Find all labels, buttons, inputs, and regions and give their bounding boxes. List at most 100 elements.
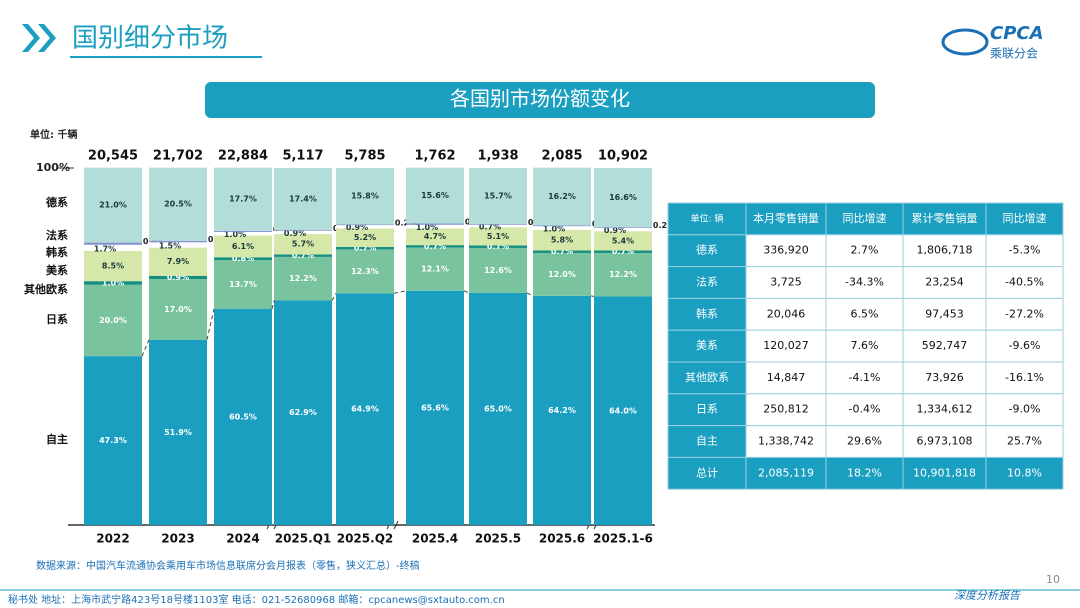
bar-segment bbox=[149, 167, 207, 241]
bar-segment bbox=[533, 225, 591, 227]
total-label: 20,545 bbox=[88, 149, 138, 164]
segment-label: 15.8% bbox=[351, 192, 379, 201]
table-cell bbox=[825, 361, 904, 395]
bar-segment bbox=[274, 168, 332, 231]
bar-segment bbox=[274, 256, 332, 301]
table-text: 10,901,818 bbox=[913, 466, 976, 479]
segment-label: 7.9% bbox=[167, 257, 189, 266]
table-text: 1,338,742 bbox=[758, 435, 814, 448]
table-header: 累计零售销量 bbox=[912, 211, 978, 225]
bar-segment bbox=[214, 309, 272, 525]
segment-label: 51.9% bbox=[164, 428, 192, 437]
table-cell bbox=[745, 266, 827, 299]
table-header: 同比增速 bbox=[843, 211, 887, 225]
table-cell bbox=[825, 425, 904, 458]
legend-entry: 美系 bbox=[46, 263, 68, 277]
footer-address: 秘书处 地址：上海市武宁路423号18号楼1103室 电话：021-526809… bbox=[8, 593, 505, 606]
connector bbox=[526, 292, 534, 297]
x-tick-label: 2024 bbox=[226, 532, 259, 546]
segment-label: 12.6% bbox=[484, 266, 512, 275]
segment-label: 17.7% bbox=[229, 195, 257, 204]
table-cell bbox=[745, 393, 827, 427]
table-text: -27.2% bbox=[1005, 307, 1044, 320]
table-header: 本月零售销量 bbox=[753, 211, 819, 225]
bar-segment bbox=[533, 295, 591, 525]
connector bbox=[590, 295, 595, 298]
table-text: 336,920 bbox=[763, 244, 809, 257]
x-tick-label: 2025.5 bbox=[475, 532, 521, 546]
segment-label: 5.1% bbox=[487, 232, 509, 241]
table-header: 单位: 辆 bbox=[691, 212, 724, 224]
total-label: 2,085 bbox=[541, 149, 582, 164]
x-tick-label: 2022 bbox=[96, 532, 129, 546]
bar-segment bbox=[274, 300, 332, 525]
bar-segment bbox=[336, 168, 394, 225]
segment-label: 6.1% bbox=[232, 242, 254, 251]
segment-label: 0.7% bbox=[612, 247, 634, 256]
segment-label: 12.0% bbox=[548, 270, 576, 279]
table-text: 6,973,108 bbox=[917, 435, 973, 448]
bar-segment bbox=[594, 227, 652, 228]
segment-label: 1.5% bbox=[159, 241, 181, 250]
connector bbox=[393, 290, 407, 294]
total-label: 10,902 bbox=[598, 149, 648, 164]
table-cell bbox=[985, 456, 1064, 490]
table-cell bbox=[985, 361, 1064, 395]
table-text: 29.6% bbox=[847, 435, 882, 448]
segment-label: 64.9% bbox=[351, 405, 379, 414]
bar-segment bbox=[149, 275, 207, 280]
bar-segment bbox=[533, 226, 591, 230]
table-text: 总计 bbox=[696, 465, 718, 479]
table-text: 其他欧系 bbox=[685, 371, 729, 384]
legend-entry: 自主 bbox=[46, 432, 68, 446]
bar-segment bbox=[274, 234, 332, 255]
bar-segment bbox=[336, 246, 394, 250]
bar-segment bbox=[533, 167, 591, 226]
bar-segment bbox=[469, 168, 527, 225]
bar-segment bbox=[594, 227, 652, 232]
table-header: 同比增速 bbox=[1003, 211, 1047, 225]
x-tick-label: 2025.Q2 bbox=[337, 532, 394, 546]
segment-label: 5.8% bbox=[551, 236, 573, 245]
x-tick-label: 2025.Q1 bbox=[275, 532, 332, 546]
segment-label: 17.4% bbox=[289, 195, 317, 204]
table-text: 10.8% bbox=[1007, 466, 1042, 479]
table-text: 250,812 bbox=[763, 403, 809, 416]
table-text: 120,027 bbox=[763, 339, 809, 352]
table-text: 18.2% bbox=[847, 466, 882, 479]
table-cell bbox=[745, 456, 827, 490]
bar-segment bbox=[84, 242, 142, 245]
x-tick-label: 2025.6 bbox=[539, 532, 585, 546]
connector bbox=[463, 290, 470, 294]
bar-segment bbox=[336, 224, 394, 226]
table-cell bbox=[902, 361, 987, 395]
table-text: 7.6% bbox=[851, 339, 879, 352]
table-text: 25.7% bbox=[1007, 435, 1042, 448]
table-text: -34.3% bbox=[845, 276, 884, 289]
table-text: 1,806,718 bbox=[917, 244, 973, 257]
bar-segment bbox=[336, 249, 394, 294]
table-text: -5.3% bbox=[1009, 244, 1041, 257]
segment-label: 12.2% bbox=[289, 274, 317, 283]
segment-label: 5.7% bbox=[292, 240, 314, 249]
connector bbox=[206, 308, 215, 340]
legend-entry: 其他欧系 bbox=[24, 282, 68, 296]
segment-label: 17.0% bbox=[164, 305, 192, 314]
bar-segment bbox=[214, 230, 272, 232]
bar-segment bbox=[336, 225, 394, 229]
legend-entry: 日系 bbox=[46, 312, 68, 326]
footer-tag: 深度分析报告 bbox=[954, 589, 1021, 602]
segment-label: 0.2% bbox=[653, 221, 675, 230]
logo-mark bbox=[941, 28, 989, 56]
table-text: -9.6% bbox=[1009, 339, 1041, 352]
bar-segment bbox=[533, 252, 591, 296]
table-cell bbox=[825, 297, 904, 331]
table-cell bbox=[825, 393, 904, 427]
x-tick-label: 2025.4 bbox=[412, 532, 458, 546]
table-text: -16.1% bbox=[1005, 371, 1044, 384]
total-label: 21,702 bbox=[153, 149, 203, 164]
bar-segment bbox=[594, 296, 652, 525]
segment-label: 8.5% bbox=[102, 261, 124, 270]
bar-segment bbox=[274, 254, 332, 257]
bar-segment bbox=[469, 224, 527, 228]
